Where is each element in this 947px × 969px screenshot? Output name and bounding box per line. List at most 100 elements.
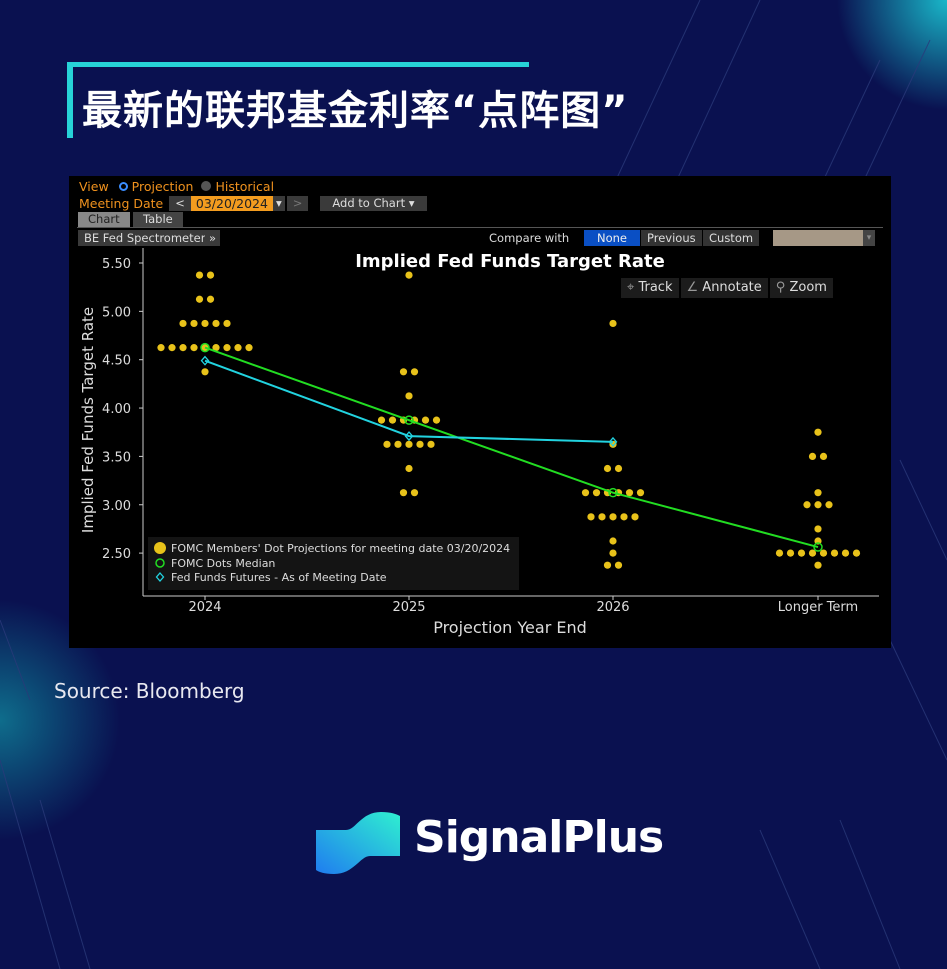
meeting-date-input[interactable]: 03/20/2024 — [190, 195, 273, 211]
compare-none-button[interactable]: None — [584, 230, 640, 246]
add-to-chart-button[interactable]: Add to Chart ▾ — [320, 195, 427, 211]
fomc-dot — [195, 295, 204, 303]
x-axis-title: Projection Year End — [433, 618, 587, 637]
legend-box — [148, 537, 519, 590]
fomc-dot — [581, 489, 590, 497]
legend-median-icon — [155, 558, 165, 568]
fomc-dot — [201, 368, 209, 376]
be-fed-spectrometer-button[interactable]: BE Fed Spectrometer — [78, 230, 212, 246]
fomc-dot — [609, 549, 617, 557]
fomc-dot — [405, 271, 413, 279]
fomc-dot — [410, 489, 419, 497]
fomc-dot — [592, 489, 601, 497]
fomc-dot — [808, 452, 817, 460]
fomc-dot — [195, 271, 204, 279]
compare-previous-button[interactable]: Previous — [641, 230, 702, 246]
fomc-dot — [625, 489, 634, 497]
compare-custom-button[interactable]: Custom — [703, 230, 760, 246]
custom-date-input[interactable] — [773, 230, 863, 246]
title-accent-bar — [67, 62, 73, 138]
fomc-dot — [410, 368, 419, 376]
fomc-dot — [201, 319, 209, 328]
fomc-dot — [201, 344, 209, 352]
meeting-date-row: Meeting Date < 03/20/2024 ▾ > Add to Cha… — [79, 195, 427, 211]
title-accent-top — [67, 62, 529, 67]
y-tick-label: 4.00 — [102, 402, 131, 417]
legend-median-label: FOMC Dots Median — [171, 557, 275, 570]
x-tick-label: 2026 — [596, 600, 629, 615]
fomc-dot — [212, 344, 220, 352]
y-tick-label: 3.50 — [102, 450, 131, 465]
projection-label[interactable]: Projection — [131, 178, 194, 194]
futures-line — [204, 359, 614, 443]
fomc-dot — [394, 440, 402, 448]
slide-title: 最新的联邦基金利率“点阵图” — [82, 88, 629, 134]
y-tick-label: 5.00 — [102, 305, 131, 320]
radio-projection[interactable] — [118, 181, 128, 191]
fomc-dot — [245, 344, 253, 352]
fomc-dot — [405, 464, 413, 473]
pencil-icon: ∠ — [686, 280, 699, 295]
fomc-dot — [614, 561, 623, 569]
fomc-dot — [388, 416, 397, 424]
chart-tools: ⌖ Track ∠ Annotate ⚲ Zoom — [621, 278, 833, 298]
fomc-dot — [819, 452, 828, 460]
median-marker — [200, 342, 210, 353]
fomc-dot — [814, 561, 822, 569]
radio-historical[interactable] — [201, 181, 212, 191]
legend-futures-label: Fed Funds Futures - As of Meeting Date — [171, 571, 387, 584]
fomc-dot — [234, 344, 242, 352]
fomc-dot — [179, 344, 187, 352]
fomc-dot — [609, 537, 617, 545]
futures-marker — [404, 431, 414, 442]
fomc-dot — [399, 368, 408, 376]
next-date-button[interactable]: > — [286, 195, 309, 211]
median-marker — [404, 415, 414, 425]
fomc-dot — [405, 440, 413, 448]
fomc-dot — [609, 513, 617, 521]
fomc-dot — [786, 549, 795, 557]
fomc-dot — [825, 501, 833, 509]
fomc-dot — [223, 319, 231, 328]
expand-button[interactable]: » — [205, 230, 221, 246]
fomc-dot — [168, 344, 176, 352]
fomc-dot — [157, 344, 165, 352]
tab-chart[interactable]: Chart — [78, 212, 130, 227]
fomc-dot — [819, 549, 828, 557]
median-line — [204, 346, 819, 549]
fomc-dot — [775, 549, 784, 557]
view-label: View — [79, 178, 109, 194]
fomc-dot — [636, 489, 645, 497]
fomc-dot — [814, 428, 822, 436]
legend-dot-icon — [154, 542, 166, 554]
compare-label: Compare with — [489, 231, 570, 245]
historical-label[interactable]: Historical — [215, 178, 275, 194]
magnifier-icon: ⚲ — [775, 280, 786, 295]
crosshair-icon: ⌖ — [627, 280, 635, 295]
fomc-dot — [808, 549, 817, 557]
legend-dots-label: FOMC Members' Dot Projections for meetin… — [171, 542, 510, 555]
fomc-dot — [223, 344, 231, 352]
fomc-dot — [399, 489, 408, 497]
futures-marker — [608, 436, 618, 447]
fomc-dot — [603, 561, 612, 569]
source-note: Source: Bloomberg — [54, 679, 245, 703]
annotate-button[interactable]: ∠ Annotate — [680, 278, 768, 298]
zoom-button[interactable]: ⚲ Zoom — [769, 278, 833, 298]
fomc-dot — [609, 319, 617, 328]
tab-table[interactable]: Table — [133, 212, 183, 227]
annotate-label: Annotate — [702, 280, 762, 295]
track-button[interactable]: ⌖ Track — [621, 278, 679, 298]
fomc-dot — [179, 319, 187, 328]
fomc-dot — [814, 501, 822, 509]
brand-name: SignalPlus — [414, 812, 664, 863]
fomc-dot — [427, 440, 435, 448]
x-tick-label: 2024 — [188, 600, 221, 615]
fomc-dot — [614, 464, 623, 473]
prev-date-button[interactable]: < — [169, 195, 191, 211]
fomc-dot — [603, 464, 612, 473]
track-label: Track — [638, 280, 673, 295]
y-tick-label: 5.50 — [102, 257, 131, 272]
custom-dropdown-icon[interactable]: ▾ — [863, 230, 875, 246]
date-dropdown-button[interactable]: ▾ — [272, 195, 285, 211]
